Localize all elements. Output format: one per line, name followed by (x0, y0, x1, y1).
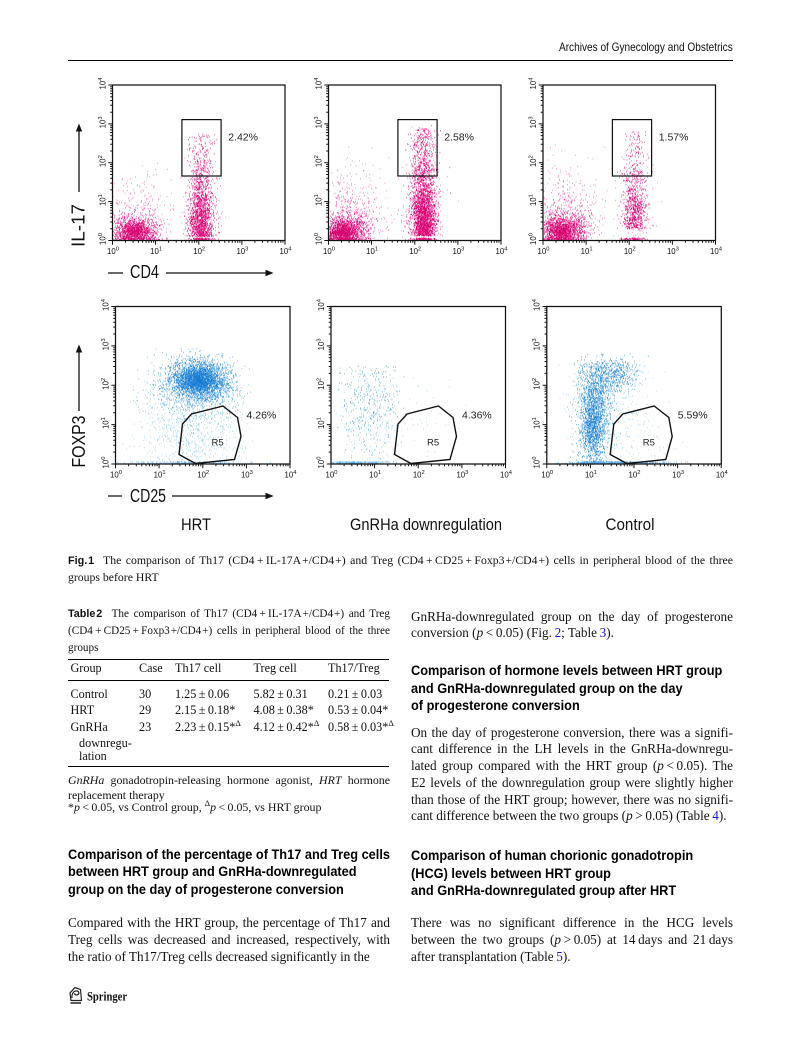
svg-text:104: 104 (500, 470, 513, 480)
svg-text:104: 104 (528, 77, 538, 90)
svg-text:104: 104 (285, 470, 298, 480)
svg-text:100: 100 (528, 233, 538, 245)
svg-text:100: 100 (101, 457, 111, 469)
svg-text:101: 101 (316, 417, 326, 429)
svg-text:102: 102 (314, 155, 324, 167)
svg-text:101: 101 (581, 247, 593, 257)
svg-text:102: 102 (624, 247, 636, 257)
svg-text:103: 103 (101, 338, 111, 350)
svg-text:102: 102 (532, 378, 542, 390)
svg-text:100: 100 (538, 247, 550, 257)
svg-text:100: 100 (314, 233, 324, 245)
svg-text:103: 103 (532, 338, 542, 350)
svg-text:5.59%: 5.59% (678, 410, 708, 422)
svg-text:GnRHa downregulation: GnRHa downregulation (350, 516, 502, 534)
svg-text:102: 102 (98, 155, 108, 167)
svg-text:101: 101 (366, 247, 378, 257)
svg-text:R5: R5 (643, 438, 655, 449)
svg-text:104: 104 (532, 298, 542, 311)
svg-text:103: 103 (98, 116, 108, 128)
svg-text:R5: R5 (212, 438, 224, 449)
svg-text:102: 102 (409, 247, 421, 257)
svg-text:102: 102 (413, 470, 425, 480)
svg-text:101: 101 (532, 417, 542, 429)
svg-text:104: 104 (316, 298, 326, 311)
svg-text:102: 102 (197, 470, 209, 480)
svg-text:4.36%: 4.36% (462, 410, 492, 422)
svg-text:2.58%: 2.58% (444, 132, 474, 144)
svg-text:100: 100 (107, 247, 119, 257)
svg-text:CD25: CD25 (130, 486, 166, 506)
svg-text:HRT: HRT (181, 516, 211, 534)
svg-text:101: 101 (154, 470, 166, 480)
svg-text:101: 101 (369, 470, 381, 480)
svg-text:103: 103 (314, 116, 324, 128)
svg-text:104: 104 (716, 470, 729, 480)
svg-text:Control: Control (606, 516, 655, 534)
svg-text:100: 100 (98, 233, 108, 245)
svg-text:101: 101 (150, 247, 162, 257)
svg-text:103: 103 (236, 247, 248, 257)
svg-text:CD4: CD4 (130, 262, 159, 282)
svg-text:100: 100 (110, 470, 122, 480)
svg-text:R5: R5 (427, 438, 439, 449)
svg-text:103: 103 (456, 470, 468, 480)
svg-text:4.26%: 4.26% (247, 410, 277, 422)
svg-text:104: 104 (280, 247, 293, 257)
svg-text:100: 100 (316, 457, 326, 469)
svg-text:104: 104 (496, 247, 509, 257)
svg-text:102: 102 (629, 470, 641, 480)
svg-text:100: 100 (326, 470, 338, 480)
svg-text:102: 102 (316, 378, 326, 390)
svg-text:103: 103 (241, 470, 253, 480)
svg-text:104: 104 (710, 247, 723, 257)
svg-text:102: 102 (528, 155, 538, 167)
svg-text:100: 100 (541, 470, 553, 480)
svg-text:100: 100 (323, 247, 335, 257)
svg-text:101: 101 (101, 417, 111, 429)
svg-text:101: 101 (528, 194, 538, 206)
svg-text:102: 102 (193, 247, 205, 257)
svg-text:101: 101 (314, 194, 324, 206)
svg-text:104: 104 (314, 77, 324, 90)
svg-text:103: 103 (528, 116, 538, 128)
svg-text:FOXP3: FOXP3 (69, 416, 89, 468)
svg-text:IL-17: IL-17 (69, 204, 89, 247)
svg-text:103: 103 (667, 247, 679, 257)
svg-text:103: 103 (316, 338, 326, 350)
svg-text:101: 101 (98, 194, 108, 206)
svg-text:1.57%: 1.57% (659, 132, 689, 144)
svg-text:100: 100 (532, 457, 542, 469)
svg-text:104: 104 (98, 77, 108, 90)
svg-text:101: 101 (585, 470, 597, 480)
svg-text:104: 104 (101, 298, 111, 311)
svg-text:102: 102 (101, 378, 111, 390)
svg-text:Springer: Springer (87, 990, 127, 1004)
svg-text:103: 103 (452, 247, 464, 257)
svg-text:2.42%: 2.42% (228, 132, 258, 144)
svg-text:103: 103 (672, 470, 684, 480)
